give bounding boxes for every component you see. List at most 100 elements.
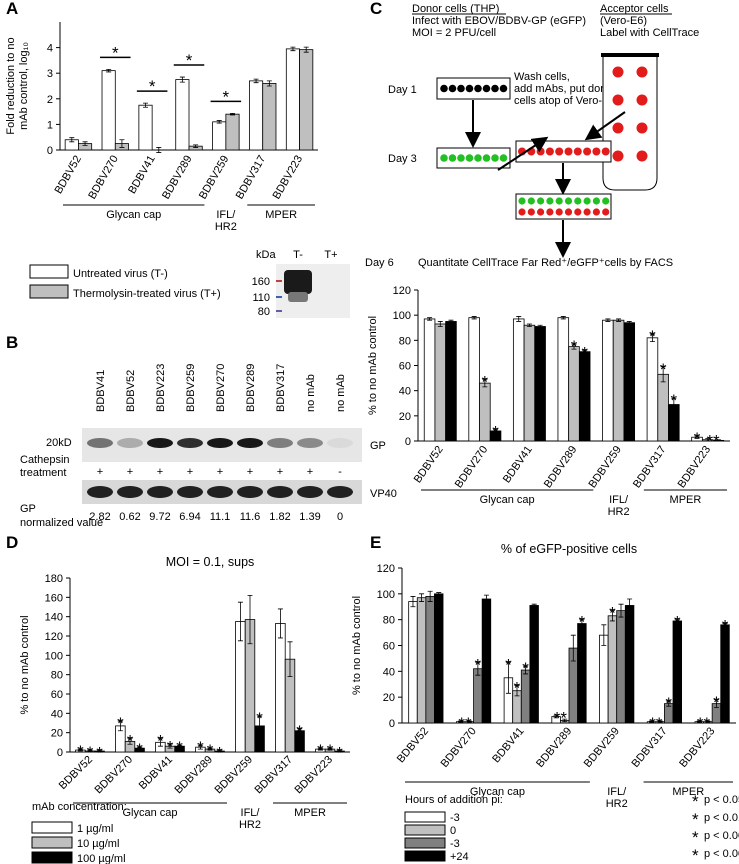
size-marker: 20kD: [46, 437, 72, 449]
error-bar: [410, 596, 416, 608]
error-bar: [137, 746, 143, 750]
normalized-value: 11.6: [240, 511, 261, 523]
bar: [434, 323, 447, 442]
significance-star: *: [694, 429, 701, 448]
bar: [607, 615, 618, 724]
error-bar: [247, 595, 253, 645]
legend-swatch: [404, 837, 446, 849]
lane-label: BDBV289: [245, 364, 257, 412]
cell: [574, 208, 582, 216]
error-bar: [537, 324, 543, 329]
error-bar: [570, 634, 576, 662]
y-tick-label: 2: [47, 94, 53, 106]
normalized-value: 11.1: [210, 511, 231, 523]
y-tick-label: 120: [377, 563, 395, 575]
normalized-value: 1.82: [269, 511, 290, 523]
legend-swatch: [404, 850, 446, 862]
wash-text: add mAbs, put donor: [514, 83, 616, 95]
bar: [523, 324, 536, 442]
error-bar: [482, 378, 488, 388]
cell: [518, 197, 526, 205]
normalized-value: 1.39: [299, 511, 320, 523]
bar: [138, 104, 153, 151]
donor-text: MOI = 2 PFU/cell: [412, 27, 496, 39]
lane-label: BDBV259: [185, 364, 197, 412]
lane-label: no mAb: [305, 374, 317, 412]
error-bar: [696, 720, 702, 723]
error-bar: [69, 137, 75, 143]
significance-star: *: [522, 659, 529, 678]
error-bar: [327, 747, 333, 751]
cell: [474, 84, 482, 93]
significance-star: *: [649, 327, 656, 346]
blot-marker: 160: [252, 276, 270, 288]
y-tick-label: 180: [45, 573, 63, 585]
error-bar: [560, 316, 566, 320]
significance-star: *: [186, 51, 193, 70]
donor-text: Infect with EBOV/BDBV-GP (eGFP): [412, 15, 586, 27]
y-tick-label: 140: [45, 612, 63, 624]
error-bar: [427, 590, 433, 602]
acceptor-text: Acceptor cells: [600, 3, 669, 15]
cell: [555, 197, 563, 205]
bar: [434, 593, 444, 724]
cell: [491, 84, 499, 93]
blot-lane: T+: [324, 249, 337, 261]
y-tick-label: 1: [47, 119, 53, 131]
error-bar: [167, 743, 173, 749]
bar: [612, 319, 625, 442]
y-tick-label: 20: [399, 411, 411, 423]
significance-star: *: [207, 741, 214, 760]
bar: [624, 605, 635, 724]
y-tick-label: 40: [399, 386, 411, 398]
significance-star: *: [112, 43, 119, 62]
error-bar: [97, 750, 103, 752]
significance-star: *: [127, 731, 134, 750]
cell: [583, 197, 591, 205]
x-tick-label: BDBV41: [126, 154, 157, 197]
cell: [592, 208, 601, 216]
bar: [578, 351, 591, 442]
error-bar: [257, 715, 263, 736]
cell: [555, 147, 564, 156]
bar: [672, 620, 683, 724]
well: [436, 147, 511, 169]
x-tick-label: BDBV270: [453, 444, 491, 490]
error-bar: [253, 78, 259, 84]
error-bar: [671, 397, 677, 412]
y-axis-label: % to no mAb control: [351, 596, 363, 695]
group-label: Glycan cap: [470, 786, 525, 798]
error-bar: [317, 747, 323, 751]
treatment-sign: +: [157, 466, 163, 478]
x-tick-label: BDBV259: [197, 154, 232, 202]
cell: [573, 147, 582, 156]
significance-star: *: [492, 423, 499, 442]
y-tick-label: 20: [51, 728, 63, 740]
significance-star: *: [317, 741, 324, 760]
significance-star: *: [571, 337, 578, 356]
cell: [457, 154, 465, 162]
legend-swatch: [404, 811, 446, 823]
blot-marker: 110: [252, 292, 270, 304]
significance-star: *: [581, 343, 588, 362]
y-tick-label: 100: [377, 589, 395, 601]
cell: [474, 154, 482, 162]
x-tick-label: BDBV289: [172, 754, 215, 797]
error-bar: [579, 619, 585, 628]
y-tick-label: 80: [383, 615, 395, 627]
legend-label: -3: [450, 838, 460, 850]
error-bar: [715, 439, 721, 442]
bar: [408, 601, 418, 724]
error-bar: [290, 46, 296, 52]
significance-star: *: [216, 744, 223, 763]
acceptor-text: (Vero-E6): [600, 15, 647, 27]
significance-star: *: [77, 742, 84, 761]
vp40-band: [177, 486, 203, 498]
vp40-band: [297, 486, 323, 498]
group-label: MPER: [670, 494, 702, 506]
cell: [545, 147, 554, 156]
y-tick-label: 40: [51, 708, 63, 720]
vp40-band: [237, 486, 263, 498]
blot-marker: 80: [258, 306, 270, 318]
